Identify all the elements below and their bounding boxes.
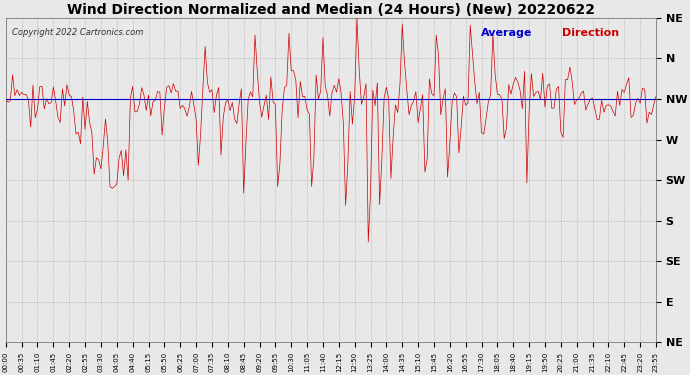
Text: Copyright 2022 Cartronics.com: Copyright 2022 Cartronics.com: [12, 28, 144, 37]
Text: Average: Average: [480, 28, 532, 38]
Title: Wind Direction Normalized and Median (24 Hours) (New) 20220622: Wind Direction Normalized and Median (24…: [67, 3, 595, 17]
Text: Direction: Direction: [562, 28, 619, 38]
